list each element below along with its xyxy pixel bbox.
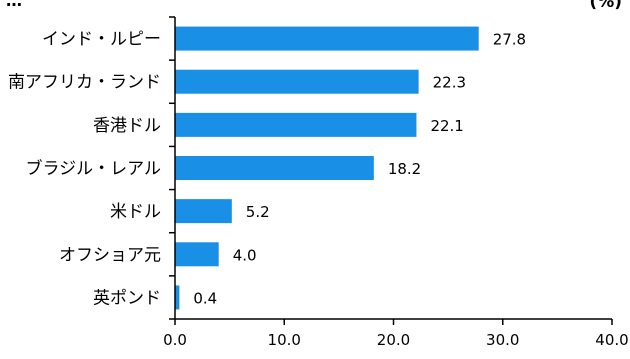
x-tick-label: 10.0 xyxy=(268,331,301,349)
category-label: 南アフリカ・ランド xyxy=(8,73,161,93)
unit-label: (%) xyxy=(589,0,622,12)
category-label: オフショア元 xyxy=(59,245,161,265)
bar xyxy=(175,242,219,267)
x-tick-label: 40.0 xyxy=(595,331,628,349)
x-tick-label: 0.0 xyxy=(163,331,187,349)
category-label: 香港ドル xyxy=(93,116,161,136)
x-tick-label: 30.0 xyxy=(486,331,519,349)
bar xyxy=(175,285,180,310)
category-label: 英ポンド xyxy=(93,288,161,308)
bar xyxy=(175,26,479,51)
value-label: 4.0 xyxy=(233,246,257,264)
value-label: 22.3 xyxy=(433,74,466,92)
cut-off-title-fragment: … xyxy=(6,0,22,10)
category-label: インド・ルピー xyxy=(42,30,161,50)
x-tick-label: 20.0 xyxy=(377,331,410,349)
value-label: 5.2 xyxy=(246,203,270,221)
value-label: 0.4 xyxy=(193,289,217,307)
bar xyxy=(175,156,374,180)
category-label: ブラジル・レアル xyxy=(26,158,162,179)
category-label: 米ドル xyxy=(110,202,161,222)
bar xyxy=(175,112,417,137)
value-label: 22.1 xyxy=(430,117,463,135)
value-label: 27.8 xyxy=(493,31,526,49)
bar xyxy=(175,199,232,224)
bar xyxy=(175,69,419,94)
value-label: 18.2 xyxy=(388,160,421,178)
